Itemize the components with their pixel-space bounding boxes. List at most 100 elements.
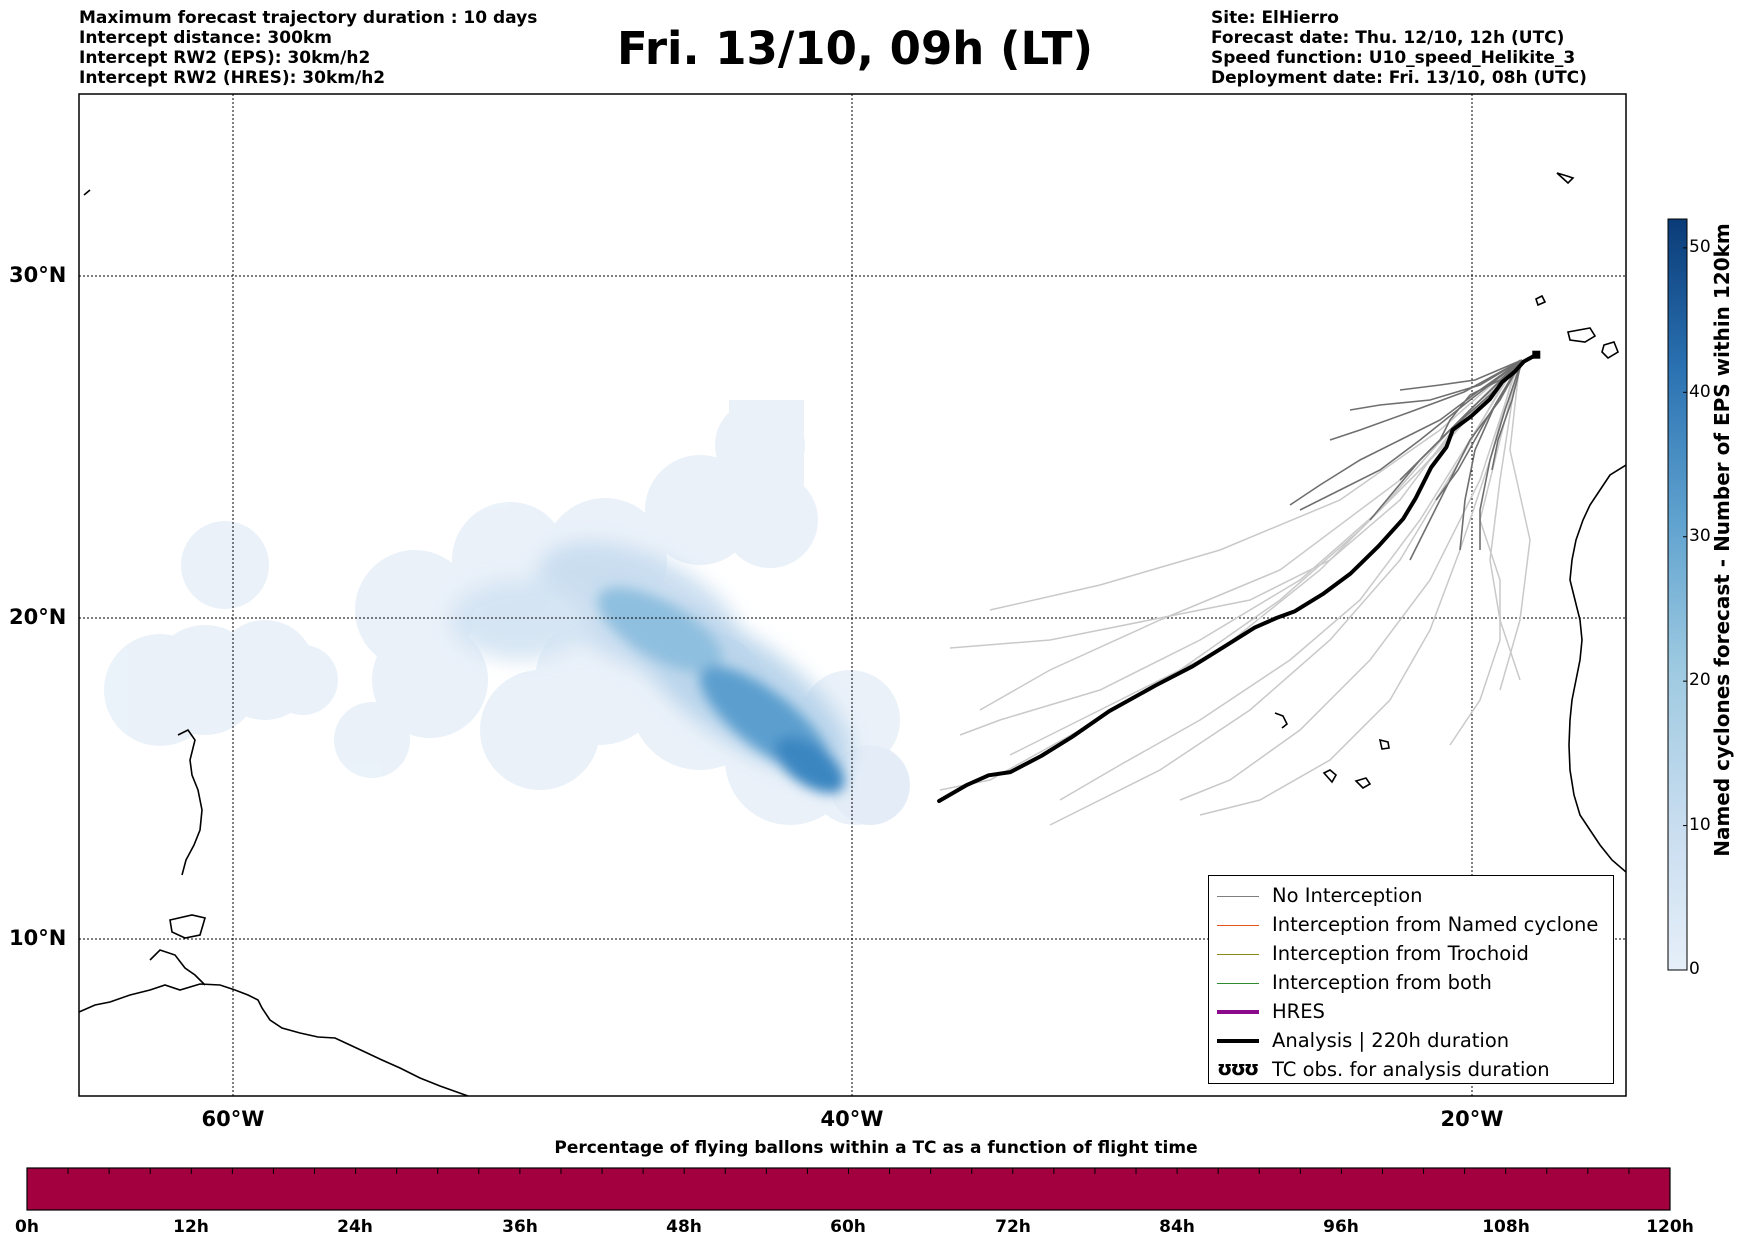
cyclone-density-field	[104, 400, 910, 825]
cape-verde-island	[1274, 712, 1289, 729]
lat-label-10n: 10°N	[9, 926, 67, 950]
meta-site: Site: ElHierro	[1211, 8, 1339, 28]
cape-verde-island	[1322, 769, 1338, 784]
legend-label: Interception from both	[1272, 971, 1492, 994]
flight-tick: 36h	[502, 1217, 538, 1237]
cape-verde-island	[1354, 777, 1372, 789]
cape-verde-island	[1378, 738, 1390, 750]
legend-label: HRES	[1272, 1000, 1325, 1023]
flight-bar-tick-marks	[67, 1168, 1630, 1174]
legend-item-trochoid: Interception from Trochoid	[1209, 940, 1613, 969]
density-blob	[775, 736, 845, 794]
flight-time-bar	[26, 1167, 1671, 1211]
madeira-island	[1556, 172, 1575, 185]
ensemble-track	[1491, 359, 1523, 471]
legend-label: Interception from Trochoid	[1272, 942, 1529, 965]
flight-tick: 60h	[830, 1217, 866, 1237]
density-blob	[729, 400, 804, 520]
meta-forecast-date: Forecast date: Thu. 12/10, 12h (UTC)	[1211, 28, 1565, 48]
legend-line-grey	[1217, 896, 1259, 897]
ensemble-track	[1399, 359, 1523, 391]
ensemble-track	[1329, 359, 1523, 441]
lat-label-20n: 20°N	[9, 605, 67, 629]
ensemble-track	[959, 364, 1516, 736]
ensemble-track	[1179, 360, 1520, 801]
flight-tick: 120h	[1646, 1217, 1694, 1237]
flight-bar-title: Percentage of flying ballons within a TC…	[554, 1138, 1198, 1158]
colorbar-tick: 30	[1689, 526, 1711, 546]
colorbar-tick: 20	[1689, 670, 1711, 690]
legend-line-purple	[1217, 1010, 1259, 1014]
map-legend: No Interception Interception from Named …	[1208, 875, 1614, 1084]
density-blob	[372, 622, 488, 738]
flight-tick: 0h	[15, 1217, 39, 1237]
forecast-metadata: Site: ElHierro Forecast date: Thu. 12/10…	[1211, 8, 1587, 88]
antilles-arc	[177, 728, 203, 876]
density-blob	[268, 645, 338, 715]
ensemble-track	[1399, 359, 1523, 481]
flight-tick: 108h	[1482, 1217, 1530, 1237]
meta-speed-function: Speed function: U10_speed_Helikite_3	[1211, 48, 1576, 68]
lon-label-20w: 20°W	[1440, 1107, 1504, 1131]
legend-item-both: Interception from both	[1209, 969, 1613, 998]
ensemble-trajectories-near	[1289, 359, 1523, 561]
ensemble-trajectories-far	[939, 359, 1531, 826]
meta-deployment-date: Deployment date: Fri. 13/10, 08h (UTC)	[1211, 68, 1587, 88]
legend-label: Analysis | 220h duration	[1272, 1029, 1510, 1052]
legend-item-hres: HRES	[1209, 998, 1613, 1027]
param-intercept-distance: Intercept distance: 300km	[79, 28, 332, 48]
legend-item-analysis: Analysis | 220h duration	[1209, 1027, 1613, 1056]
lon-label-40w: 40°W	[820, 1107, 884, 1131]
ensemble-track	[1479, 359, 1523, 550]
map-frame	[78, 93, 1627, 1097]
flight-tick: 48h	[666, 1217, 702, 1237]
legend-item-no-interception: No Interception	[1209, 882, 1613, 911]
flight-tick: 12h	[173, 1217, 209, 1237]
page-title: Fri. 13/10, 09h (LT)	[616, 22, 1094, 75]
flight-tick: 96h	[1323, 1217, 1359, 1237]
africa-coast	[1568, 464, 1626, 873]
ensemble-track	[1435, 359, 1523, 501]
canary-island	[1567, 327, 1597, 343]
legend-item-named-cyclone: Interception from Named cyclone	[1209, 911, 1613, 940]
trinidad-venezuela-coast	[149, 949, 206, 986]
ensemble-track	[1409, 359, 1523, 561]
coastlines	[79, 172, 1626, 1096]
canary-island	[1601, 341, 1619, 360]
lon-label-60w: 60°W	[201, 1107, 265, 1131]
ensemble-track	[1059, 361, 1519, 801]
legend-label: Interception from Named cyclone	[1272, 913, 1599, 936]
colorbar-tick: 40	[1689, 382, 1711, 402]
param-rw2-hres: Intercept RW2 (HRES): 30km/h2	[79, 68, 386, 88]
flight-tick: 72h	[995, 1217, 1031, 1237]
density-high	[597, 587, 845, 794]
lat-label-30n: 30°N	[9, 263, 67, 287]
param-rw2-eps: Intercept RW2 (EPS): 30km/h2	[79, 48, 371, 68]
legend-label: TC obs. for analysis duration	[1272, 1058, 1550, 1081]
legend-label: No Interception	[1272, 884, 1423, 907]
colorbar-tick-marks	[1683, 247, 1687, 971]
south-america-coast	[79, 983, 469, 1096]
colorbar-tick: 50	[1689, 237, 1711, 257]
ensemble-track	[1299, 359, 1523, 511]
colorbar-title: Named cyclones forecast - Number of EPS …	[1710, 223, 1734, 857]
ensemble-track	[1449, 359, 1521, 746]
legend-line-black	[1217, 1039, 1259, 1043]
tc-symbol-icon: ʊʊʊ	[1217, 1056, 1259, 1080]
ensemble-track	[989, 359, 1521, 611]
analysis-track	[937, 352, 1539, 803]
trinidad-island	[169, 914, 207, 939]
colorbar-gradient	[1667, 218, 1688, 971]
florida-coast-fragment	[83, 189, 91, 196]
legend-item-tc-obs: ʊʊʊ TC obs. for analysis duration	[1209, 1056, 1613, 1085]
trajectory-parameters: Maximum forecast trajectory duration : 1…	[79, 8, 537, 88]
ensemble-track	[1049, 367, 1513, 826]
flight-tick: 84h	[1159, 1217, 1195, 1237]
legend-line-orange	[1217, 925, 1259, 926]
flight-tick: 24h	[337, 1217, 373, 1237]
deployment-site-marker	[1532, 350, 1541, 359]
ensemble-track	[1489, 361, 1521, 681]
param-duration: Maximum forecast trajectory duration : 1…	[79, 8, 538, 28]
density-blob	[830, 745, 910, 825]
